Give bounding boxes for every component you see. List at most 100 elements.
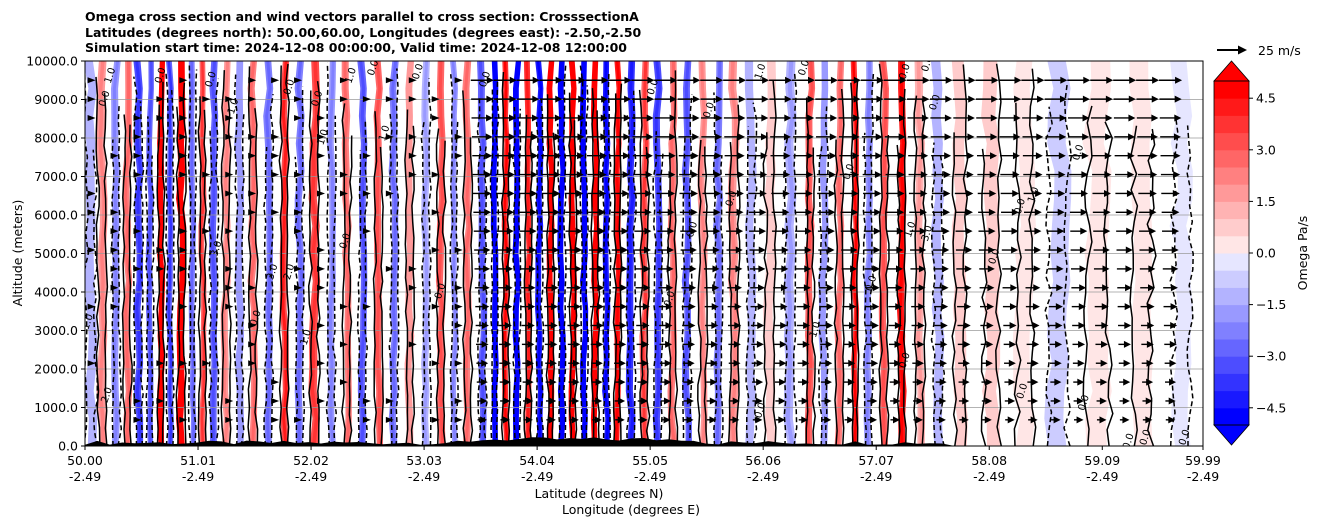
wind-vector-457 bbox=[1021, 95, 1045, 103]
vector-key-label: 25 m/s bbox=[1258, 43, 1301, 58]
wind-vector-526 bbox=[1095, 321, 1109, 329]
wind-vector-281 bbox=[797, 359, 810, 367]
wind-vector-68 bbox=[543, 284, 559, 292]
wind-vector-155 bbox=[655, 133, 677, 141]
wind-vector-616 bbox=[156, 360, 165, 367]
wind-vector-512 bbox=[1074, 416, 1084, 424]
wind-vector-547 bbox=[1118, 359, 1131, 367]
wind-vector-278 bbox=[796, 303, 811, 311]
chart-title-line-3: Simulation start time: 2024-12-08 00:00:… bbox=[85, 40, 627, 55]
contour-label-31: 0.0 bbox=[864, 274, 879, 293]
wind-vector-491 bbox=[1050, 378, 1062, 386]
wind-vector-685 bbox=[339, 190, 348, 197]
x-axis: 50.00-2.4951.01-2.4952.02-2.4953.03-2.49… bbox=[67, 446, 1221, 484]
wind-vector-53 bbox=[522, 359, 535, 367]
wind-vector-93 bbox=[568, 397, 580, 405]
wind-vector-716 bbox=[431, 303, 440, 310]
contour-line-34-1 bbox=[540, 99, 545, 446]
wind-vector-637 bbox=[225, 171, 234, 178]
wind-vector-198 bbox=[703, 227, 721, 235]
wind-vector-65 bbox=[542, 227, 560, 235]
x-tick-label-lon-7: -2.49 bbox=[860, 469, 892, 484]
x-tick-label-lat-9: 59.09 bbox=[1084, 453, 1120, 468]
wind-vector-69 bbox=[544, 303, 559, 311]
wind-vector-316 bbox=[842, 303, 857, 311]
wind-vector-664 bbox=[294, 96, 303, 103]
wind-vector-223 bbox=[728, 340, 741, 348]
wind-vector-511 bbox=[1073, 397, 1084, 405]
wind-vector-596 bbox=[87, 360, 96, 367]
wind-vector-121 bbox=[611, 208, 629, 216]
wind-vector-222 bbox=[728, 321, 742, 329]
wind-vector-723 bbox=[454, 284, 463, 291]
wind-vector-628 bbox=[179, 360, 188, 367]
wind-vector-597 bbox=[110, 152, 119, 159]
wind-vector-493 bbox=[1051, 416, 1061, 424]
contour-line-7-1 bbox=[170, 90, 175, 446]
wind-vector-107 bbox=[589, 303, 605, 311]
wind-vector-218 bbox=[726, 246, 743, 254]
wind-vector-402 bbox=[953, 133, 975, 141]
wind-vector-461 bbox=[1023, 171, 1043, 179]
contour-label-15: 0.0 bbox=[366, 59, 381, 78]
colorbar-extend-bottom bbox=[1213, 424, 1250, 446]
wind-vector-492 bbox=[1050, 397, 1061, 405]
contour-line-31-0 bbox=[500, 71, 506, 446]
wind-vector-501 bbox=[1069, 208, 1088, 216]
wind-vector-297 bbox=[819, 303, 834, 311]
wind-vector-71 bbox=[544, 340, 558, 348]
wind-vector-385 bbox=[931, 171, 951, 179]
contour-line-44-1 bbox=[659, 151, 664, 446]
wind-vector-471 bbox=[1026, 359, 1039, 367]
wind-vector-564 bbox=[1140, 321, 1155, 329]
wind-vector-153 bbox=[654, 95, 677, 103]
wind-vector-33 bbox=[498, 340, 512, 348]
wind-vector-704 bbox=[408, 96, 417, 103]
wind-vector-31 bbox=[498, 303, 513, 311]
wind-vector-591 bbox=[87, 114, 96, 121]
wind-vector-571 bbox=[1159, 95, 1182, 103]
contour-label-32: 0.0 bbox=[753, 401, 768, 420]
contour-line-41-1 bbox=[618, 83, 623, 446]
vector-key-arrow-head bbox=[1238, 45, 1247, 55]
wind-vector-17 bbox=[477, 397, 488, 405]
contour-line-38-1 bbox=[584, 85, 589, 446]
wind-vector-161 bbox=[657, 246, 674, 254]
wind-vector-421 bbox=[976, 133, 998, 141]
wind-vector-481 bbox=[1046, 189, 1066, 197]
wind-vector-78 bbox=[563, 114, 585, 122]
wind-vector-514 bbox=[1090, 95, 1113, 103]
wind-vector-582 bbox=[1163, 303, 1178, 311]
contour-line-3-0 bbox=[121, 114, 127, 446]
wind-vector-713 bbox=[431, 171, 440, 178]
contour-label-4: 0.0 bbox=[153, 66, 168, 85]
wind-vector-142 bbox=[634, 246, 652, 254]
wind-vector-584 bbox=[1164, 340, 1177, 348]
wind-vector-168 bbox=[660, 378, 672, 386]
contour-label-14: 1.0 bbox=[344, 66, 359, 85]
wind-vector-396 bbox=[935, 378, 947, 386]
contour-label-24: 0.0 bbox=[685, 220, 700, 239]
contour-line-23-1 bbox=[395, 68, 400, 446]
contour-line-12-0 bbox=[220, 70, 226, 446]
contour-line-19-1 bbox=[332, 115, 337, 446]
wind-vector-269 bbox=[793, 133, 814, 141]
wind-vector-125 bbox=[612, 284, 628, 292]
contour-line-34-0 bbox=[534, 121, 539, 446]
wind-vector-408 bbox=[955, 246, 973, 254]
wind-vector-531 bbox=[1096, 416, 1107, 424]
wind-vector-200 bbox=[703, 265, 720, 273]
wind-vector-195 bbox=[702, 171, 722, 179]
wind-vector-368 bbox=[909, 208, 928, 216]
wind-vector-560 bbox=[1139, 246, 1156, 254]
wind-vector-133 bbox=[631, 76, 655, 84]
wind-vector-185 bbox=[682, 340, 696, 348]
x-tick-label-lat-7: 57.07 bbox=[858, 453, 894, 468]
wind-vector-46 bbox=[519, 227, 537, 235]
wind-vector-263 bbox=[775, 378, 787, 386]
wind-vector-454 bbox=[1004, 397, 1016, 405]
colorbar-level-10 bbox=[1214, 235, 1249, 254]
x-tick-label-lon-6: -2.49 bbox=[747, 469, 779, 484]
wind-vector-405 bbox=[954, 189, 974, 197]
wind-vector-101 bbox=[587, 189, 607, 197]
